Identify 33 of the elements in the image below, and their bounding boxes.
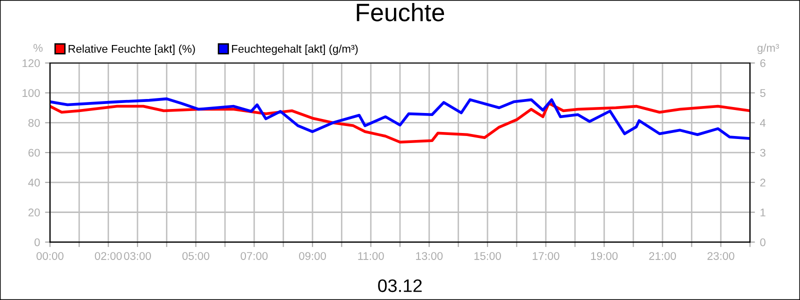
y2-tick-label: 3: [760, 148, 766, 157]
chart-title: Feuchte: [356, 3, 444, 22]
y-tick-label: 60: [28, 148, 40, 157]
x-axis-title: 03.12: [378, 279, 422, 292]
x-tick-label: 03:00: [124, 252, 151, 260]
x-tick-label: 11:00: [358, 252, 384, 260]
y2-tick-label: 1: [760, 208, 766, 216]
y-tick-label: 100: [22, 89, 40, 97]
y2-tick-label: 0: [760, 238, 766, 246]
y2-tick-label: 4: [760, 119, 766, 127]
y-tick-label: 0: [34, 238, 40, 246]
y-tick-label: 20: [28, 208, 40, 216]
y2-tick-label: 6: [760, 59, 766, 68]
x-tick-label: 02:00: [94, 252, 122, 260]
x-tick-label: 17:00: [532, 252, 560, 260]
x-tick-label: 15:00: [474, 252, 501, 260]
legend-label: Feuchtegehalt [akt] (g/m³): [232, 44, 358, 55]
x-tick-label: 09:00: [299, 252, 326, 260]
x-tick-label: 07:00: [240, 252, 268, 260]
x-tick-label: 13:00: [416, 252, 443, 260]
y-tick-label: 80: [28, 118, 40, 127]
y-axis-title: %: [34, 44, 43, 52]
y2-tick-label: 5: [760, 89, 766, 97]
x-tick-label: 00:00: [36, 252, 64, 260]
x-tick-label: 23:00: [707, 252, 734, 260]
y-tick-label: 120: [22, 59, 40, 68]
x-tick-label: 21:00: [649, 252, 676, 260]
y2-tick-label: 2: [760, 178, 766, 186]
y-tick-label: 40: [28, 178, 40, 187]
legend-label: Relative Feuchte [akt] (%): [68, 44, 195, 55]
x-tick-label: 05:00: [182, 252, 210, 260]
y2-axis-title: g/m³: [757, 44, 780, 54]
x-tick-label: 19:00: [591, 252, 618, 260]
